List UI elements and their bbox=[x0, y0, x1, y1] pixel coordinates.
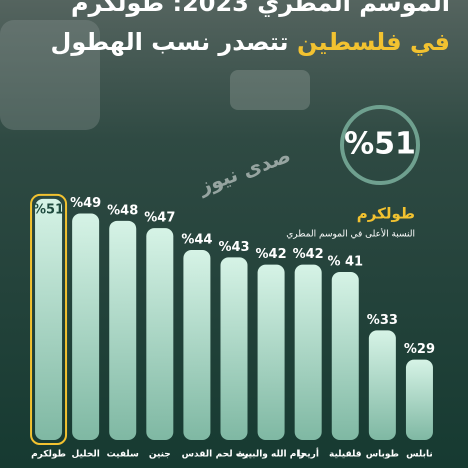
callout-value: %51 bbox=[344, 127, 416, 162]
category-label: بيت لحم bbox=[216, 450, 253, 460]
bar bbox=[405, 359, 433, 440]
title-line2: في فلسطين تتصدر نسب الهطول bbox=[51, 28, 450, 56]
bar bbox=[220, 257, 248, 440]
bar bbox=[183, 250, 211, 440]
title-main: تتصدر نسب الهطول bbox=[51, 28, 289, 56]
photo-car2 bbox=[230, 70, 310, 110]
bar bbox=[72, 213, 100, 440]
value-label: %51 bbox=[33, 202, 64, 217]
category-label: القدس bbox=[182, 450, 213, 460]
value-label: %47 bbox=[144, 211, 175, 226]
callout-ring bbox=[340, 105, 420, 185]
value-label: %42 bbox=[293, 247, 324, 262]
bar bbox=[294, 264, 322, 440]
category-label: الخليل bbox=[71, 450, 99, 460]
title-line1: الموسم المطري 2023: طولكرم bbox=[71, 0, 450, 17]
category-label: رام الله والبيرة bbox=[238, 450, 305, 460]
category-label: أريحا bbox=[297, 448, 319, 460]
category-label: نابلس bbox=[406, 450, 433, 460]
value-label: %33 bbox=[367, 313, 398, 328]
value-label: %42 bbox=[256, 247, 287, 262]
value-label: % 41 bbox=[327, 254, 363, 269]
category-label: سلفيت bbox=[107, 450, 139, 460]
bar bbox=[146, 228, 174, 440]
bar bbox=[331, 271, 359, 440]
highlight-frame bbox=[30, 193, 68, 445]
category-label: طوباس bbox=[366, 450, 399, 460]
value-label: %43 bbox=[218, 240, 249, 255]
bar bbox=[109, 220, 137, 440]
bar bbox=[257, 264, 285, 440]
value-label: %48 bbox=[107, 203, 138, 218]
category-label: جنين bbox=[149, 450, 171, 460]
value-label: %44 bbox=[181, 233, 212, 248]
callout-note: النسبة الأعلى في الموسم المطري bbox=[286, 228, 415, 240]
value-label: %29 bbox=[404, 342, 435, 357]
bar bbox=[35, 198, 63, 440]
plot: طولكرم %51 الخليل %49 سلفيت %48 جنين %47 القدس %4… bbox=[30, 193, 435, 460]
photo-car bbox=[0, 20, 100, 130]
bar bbox=[368, 330, 396, 440]
title-highlight: في فلسطين bbox=[297, 28, 450, 56]
callout-place: طولكرم bbox=[357, 205, 415, 223]
category-label: طولكرم bbox=[31, 450, 66, 460]
category-label: قلقيلية bbox=[329, 450, 362, 460]
value-label: %49 bbox=[70, 196, 101, 211]
